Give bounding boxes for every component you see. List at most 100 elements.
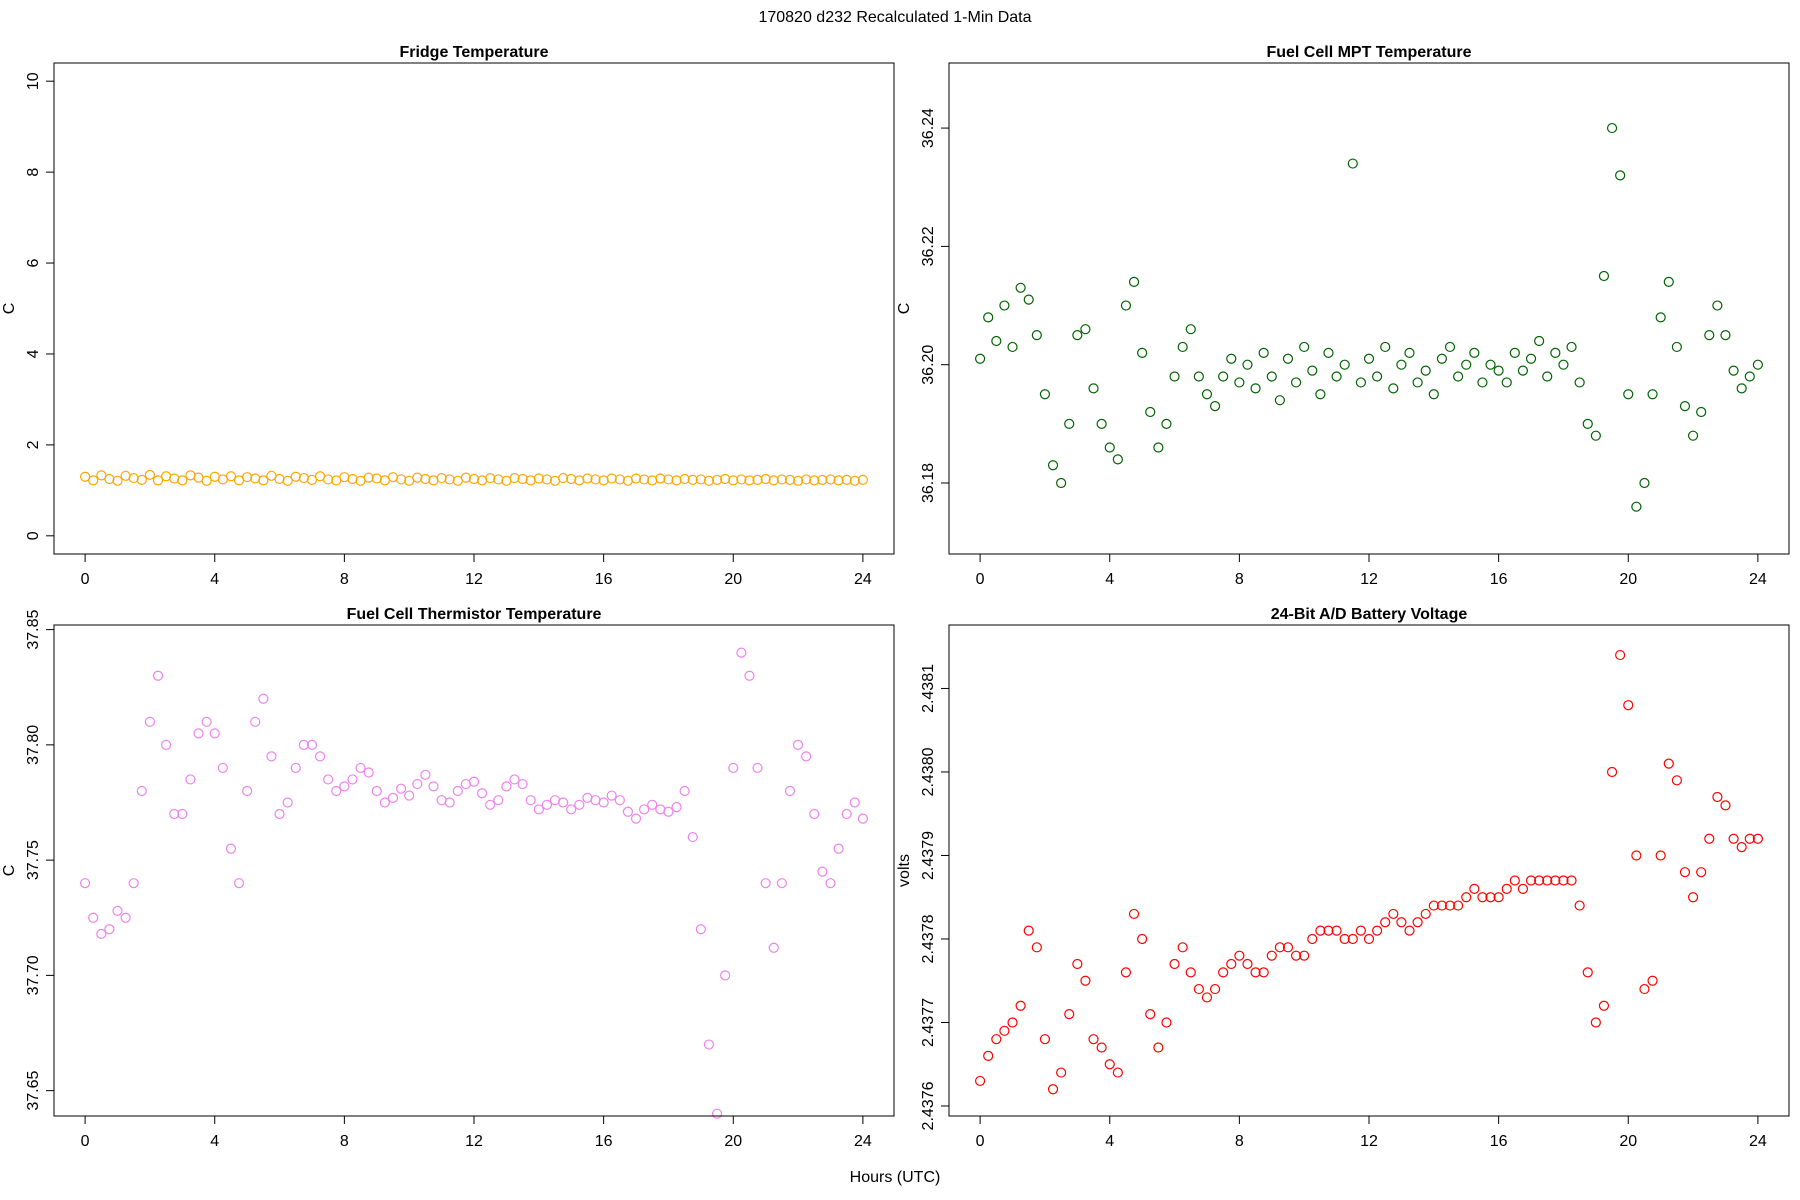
data-point [817, 474, 828, 485]
data-point [541, 799, 553, 810]
data-point [857, 474, 868, 485]
data-point [1104, 442, 1115, 453]
data-point [485, 799, 496, 810]
data-point [1282, 353, 1294, 364]
data-point [1436, 353, 1448, 364]
data-point [1128, 276, 1140, 287]
data-point [282, 475, 293, 486]
data-point [169, 473, 180, 484]
data-point [983, 1050, 994, 1061]
data-point [768, 475, 779, 486]
data-point [679, 785, 690, 797]
data-point [975, 1075, 986, 1087]
data-point [1485, 892, 1496, 903]
data-point [1372, 371, 1383, 382]
data-point [436, 472, 447, 484]
data-point [1250, 383, 1261, 394]
data-point [136, 785, 147, 797]
data-point [1290, 377, 1302, 388]
x-tick-label: 4 [210, 1133, 219, 1150]
data-point [1226, 958, 1237, 970]
data-point [371, 785, 382, 797]
data-point [744, 670, 755, 681]
y-tick-label: 37.75 [25, 840, 42, 880]
data-point [1226, 353, 1237, 364]
data-point [1696, 867, 1707, 878]
data-point [1598, 1000, 1610, 1011]
data-point [1007, 1017, 1018, 1028]
data-point [477, 788, 488, 799]
data-point [80, 878, 91, 889]
data-point [525, 795, 536, 806]
data-point [1323, 347, 1334, 358]
data-point [695, 924, 706, 935]
data-point [387, 792, 399, 803]
y-tick-label: 2.4379 [920, 831, 937, 880]
data-point [88, 475, 99, 486]
data-point [1145, 406, 1156, 418]
data-point [517, 473, 528, 485]
data-point [1023, 294, 1034, 305]
data-point [671, 802, 682, 813]
data-point [339, 472, 350, 483]
data-point [1639, 983, 1650, 995]
data-point [274, 808, 285, 820]
data-point [1534, 335, 1545, 347]
data-point [1453, 371, 1464, 382]
data-point [1525, 353, 1537, 364]
data-point [1477, 377, 1488, 388]
x-tick-label: 24 [854, 571, 872, 588]
data-point [1404, 925, 1415, 936]
data-point [485, 472, 496, 484]
data-point [1096, 418, 1107, 429]
data-point [1088, 1034, 1099, 1045]
data-point [784, 785, 796, 797]
data-point [695, 474, 706, 485]
data-point [395, 474, 407, 485]
data-point [720, 970, 731, 981]
data-point [1542, 875, 1553, 886]
data-point [857, 813, 868, 824]
data-point [225, 471, 237, 482]
data-point [1542, 371, 1553, 382]
data-point [1655, 850, 1666, 861]
data-point [1671, 341, 1682, 353]
data-point [833, 843, 844, 854]
data-point [1647, 389, 1658, 400]
data-point [1396, 917, 1407, 928]
data-point [1696, 406, 1707, 418]
data-point [1347, 158, 1358, 169]
data-point [1380, 341, 1391, 353]
data-point [533, 804, 544, 815]
data-point [1444, 341, 1456, 353]
data-point [347, 774, 358, 785]
data-point [1242, 958, 1253, 970]
data-point [728, 475, 739, 486]
y-tick-label: 8 [25, 168, 42, 177]
data-point [250, 473, 261, 484]
data-point [1736, 383, 1747, 394]
data-point [1412, 917, 1423, 928]
x-tick-label: 20 [1619, 1133, 1637, 1150]
data-point [1185, 324, 1196, 335]
data-point [1080, 324, 1091, 335]
data-point [1574, 900, 1585, 911]
data-point [1299, 950, 1310, 961]
panel: 24-Bit A/D Battery Voltage volts 0 4 8 12 16 20… [896, 606, 1790, 1150]
y-axis-label: C [1, 303, 18, 315]
data-point [1266, 371, 1277, 382]
x-tick-label: 24 [1749, 1133, 1767, 1150]
data-point [1339, 933, 1350, 945]
data-point [355, 762, 366, 774]
x-tick-label: 4 [210, 571, 219, 588]
data-point [1404, 347, 1415, 358]
data-point [1234, 950, 1245, 961]
x-tick-label: 8 [340, 571, 349, 588]
data-point [1323, 925, 1334, 936]
data-point [1639, 477, 1650, 489]
data-point [679, 473, 690, 485]
data-point [687, 831, 698, 843]
x-axis-label: Hours (UTC) [850, 1169, 941, 1186]
x-tick-label: 16 [595, 571, 613, 588]
